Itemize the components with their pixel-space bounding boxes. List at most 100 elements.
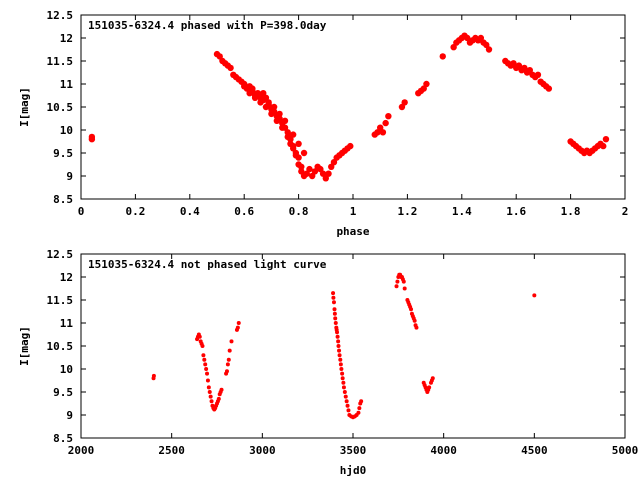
unphased-data-point	[333, 321, 338, 325]
phased-data-point	[276, 110, 283, 118]
phased-x-tick-label: 1.6	[506, 205, 526, 218]
phased-data-point	[295, 140, 302, 147]
phased-data-point	[287, 140, 294, 147]
unphased-data-point	[338, 362, 343, 367]
phased-data-point	[347, 142, 354, 150]
unphased-x-tick-label: 2000	[68, 444, 95, 457]
phased-data-point	[257, 99, 264, 106]
unphased-data-point	[205, 378, 210, 383]
unphased-plot-frame	[80, 253, 626, 439]
unphased-data-point	[337, 348, 342, 353]
unphased-data-point	[229, 339, 234, 344]
phased-data-point	[289, 131, 297, 138]
unphased-y-tick-label: 8.5	[53, 432, 73, 445]
phased-x-axis-label: phase	[336, 225, 369, 238]
phased-data-point	[262, 103, 270, 111]
phased-x-tick-label: 1.4	[452, 205, 472, 218]
phased-data-point	[284, 133, 291, 141]
unphased-y-ticks: 8.5 9 9.5 10 10.5 11 11.5 12 12.5	[47, 248, 625, 445]
unphased-data-point	[209, 399, 214, 404]
phased-data-point	[377, 124, 384, 131]
unphased-x-axis-label: hjd0	[340, 464, 367, 477]
unphased-data-point	[207, 390, 212, 394]
phased-data-point	[300, 149, 308, 157]
unphased-data-point	[532, 293, 537, 298]
phased-data-point	[241, 80, 248, 88]
phased-x-tick-label: 1.2	[397, 205, 417, 218]
phased-data-point	[464, 34, 471, 42]
phased-data-point	[227, 64, 234, 72]
unphased-y-tick-label: 11.5	[47, 294, 74, 307]
phased-data-point	[515, 62, 523, 69]
phased-y-tick-label: 8.5	[53, 193, 73, 206]
phased-data-point	[88, 136, 96, 143]
phased-data-point	[534, 71, 542, 79]
phased-plot-frame	[80, 14, 626, 200]
phased-chart: 0 0.2 0.4 0.6 0.8 1 1.2 1.4 1.6 1.8 2 8.5 9 9.5 10 10.…	[18, 9, 628, 238]
phased-data-point	[330, 159, 338, 166]
phased-y-tick-label: 10.5	[47, 101, 74, 114]
unphased-data-point	[197, 334, 202, 339]
phased-data-point	[303, 170, 310, 177]
unphased-data-point	[332, 307, 337, 312]
unphased-data-points	[151, 272, 537, 420]
phased-y-tick-label: 10	[60, 124, 73, 137]
unphased-data-point	[338, 357, 343, 362]
unphased-data-point	[359, 399, 364, 404]
phased-data-point	[311, 168, 319, 175]
unphased-y-tick-label: 12	[60, 271, 73, 284]
unphased-y-tick-label: 12.5	[47, 248, 74, 261]
phased-y-tick-label: 9.5	[53, 147, 73, 160]
phased-data-point	[325, 170, 332, 177]
unphased-data-point	[331, 300, 336, 305]
unphased-data-point	[394, 284, 399, 289]
unphased-y-tick-label: 11	[60, 317, 74, 330]
phased-data-point	[450, 44, 457, 51]
phased-data-point	[292, 149, 300, 157]
unphased-data-point	[409, 307, 414, 312]
phased-x-tick-label: 1.8	[561, 205, 581, 218]
unphased-data-point	[336, 339, 341, 344]
unphased-data-point	[216, 396, 221, 401]
phased-data-point	[279, 124, 286, 131]
phased-data-point	[401, 99, 408, 106]
unphased-data-point	[332, 311, 337, 316]
unphased-data-point	[346, 408, 351, 413]
unphased-data-point	[412, 318, 417, 323]
phased-y-axis-label: I[mag]	[18, 87, 31, 127]
unphased-data-point	[227, 348, 232, 353]
phased-y-tick-label: 11	[60, 78, 74, 91]
phased-data-point	[374, 129, 381, 136]
phased-data-point	[254, 92, 261, 99]
phased-x-tick-label: 0.8	[289, 205, 309, 218]
phased-data-point	[298, 168, 305, 175]
phased-x-tick-label: 1	[350, 205, 357, 218]
phased-data-point	[246, 90, 253, 97]
phased-data-point	[260, 90, 267, 97]
unphased-data-point	[345, 403, 350, 408]
unphased-data-point	[395, 279, 400, 284]
unphased-data-point	[339, 367, 344, 371]
phased-data-point	[270, 103, 278, 111]
phased-data-point	[385, 113, 392, 120]
unphased-y-tick-label: 9.5	[53, 386, 73, 399]
unphased-data-point	[206, 385, 211, 390]
phased-data-point	[281, 117, 289, 125]
unphased-data-point	[430, 376, 435, 381]
unphased-data-point	[341, 380, 346, 385]
unphased-y-tick-label: 9	[66, 409, 73, 422]
phased-data-point	[265, 99, 272, 106]
unphased-data-point	[331, 291, 336, 296]
unphased-data-point	[331, 295, 336, 300]
phased-x-tick-label: 0.2	[125, 205, 145, 218]
unphased-data-point	[226, 357, 231, 362]
unphased-data-point	[342, 390, 347, 394]
phased-x-tick-label: 0	[78, 205, 85, 218]
unphased-x-ticks: 2000 2500 3000 3500 4000 4500 5000	[68, 254, 638, 457]
phased-data-points	[88, 32, 610, 182]
unphased-data-point	[427, 385, 432, 390]
phased-data-point	[295, 154, 302, 161]
phased-data-point	[398, 103, 406, 111]
phased-x-ticks: 0 0.2 0.4 0.6 0.8 1 1.2 1.4 1.6 1.8 2	[78, 15, 628, 218]
unphased-data-point	[204, 367, 209, 371]
